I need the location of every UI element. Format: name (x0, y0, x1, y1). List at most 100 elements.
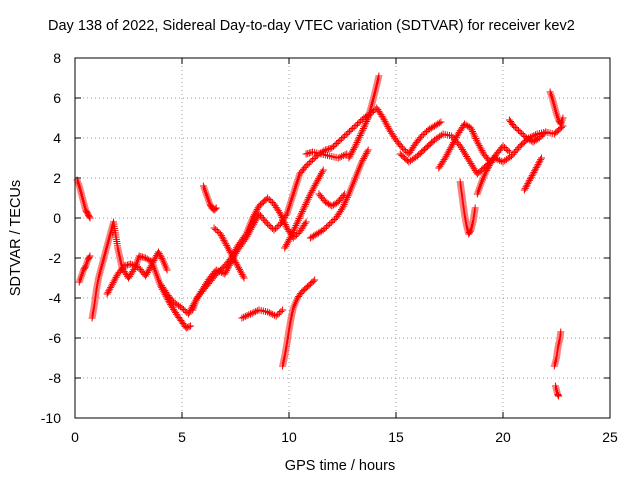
data-point (280, 217, 288, 225)
series-arc-10 (279, 276, 319, 370)
data-point (531, 167, 539, 175)
data-point (239, 272, 247, 280)
data-point (421, 129, 429, 137)
series-arc-22 (546, 88, 567, 128)
data-point (535, 134, 543, 142)
data-point (294, 216, 302, 224)
data-point (290, 225, 298, 233)
data-point (416, 134, 424, 142)
series-arc-23 (550, 328, 565, 370)
data-point (513, 125, 521, 133)
data-point (213, 227, 221, 235)
data-point (293, 220, 301, 228)
data-point (469, 129, 477, 137)
data-point (217, 230, 225, 238)
data-point (295, 215, 303, 222)
data-point (350, 123, 358, 131)
data-point (511, 124, 519, 131)
data-point (363, 116, 371, 124)
data-point (132, 262, 140, 270)
data-point (182, 324, 190, 332)
data-point (130, 262, 138, 270)
data-point (322, 223, 330, 231)
y-tick-label: 0 (53, 210, 61, 226)
series-arc-20 (505, 116, 550, 146)
data-point (272, 225, 280, 232)
y-tick-label: 6 (53, 90, 61, 106)
data-point (252, 308, 260, 316)
data-point (290, 227, 298, 235)
data-point (526, 175, 534, 183)
data-point (306, 192, 314, 200)
data-point (288, 230, 296, 238)
data-point (482, 168, 490, 176)
data-point (294, 218, 302, 226)
data-point (319, 166, 327, 174)
data-point (469, 128, 477, 135)
data-point (527, 173, 535, 181)
data-point (292, 222, 300, 229)
data-point (339, 202, 347, 210)
data-point (240, 274, 248, 282)
data-point (352, 122, 360, 129)
data-point (264, 308, 272, 316)
data-point (472, 135, 480, 142)
data-point (355, 135, 363, 143)
data-point (238, 314, 246, 322)
data-point (265, 309, 273, 317)
data-point (86, 214, 94, 222)
data-point (419, 131, 427, 138)
data-point (278, 214, 286, 221)
data-point (264, 194, 272, 202)
series-arc-9 (238, 306, 287, 322)
data-point (353, 120, 361, 128)
data-point (359, 126, 367, 134)
data-point (557, 328, 565, 336)
data-point (286, 234, 294, 242)
data-point (248, 309, 256, 317)
data-point (309, 277, 317, 285)
data-point (471, 133, 479, 141)
data-point (470, 131, 478, 139)
data-point (522, 183, 530, 191)
data-point (218, 233, 226, 241)
data-point (212, 226, 220, 233)
data-point (340, 201, 348, 208)
data-point (358, 128, 366, 136)
data-point (520, 186, 528, 194)
data-point (303, 197, 311, 205)
data-point (349, 125, 357, 132)
data-point (256, 212, 264, 220)
data-point (532, 131, 540, 139)
series-arc-7 (199, 182, 220, 214)
data-point (339, 192, 347, 200)
data-point (350, 144, 358, 152)
data-point (327, 219, 335, 226)
data-point (302, 201, 310, 208)
data-points (73, 72, 567, 400)
data-point (559, 114, 567, 122)
data-point (298, 208, 306, 215)
data-point (540, 130, 548, 137)
data-point (341, 190, 349, 198)
data-point (245, 311, 253, 319)
data-point (321, 225, 329, 232)
data-point (437, 131, 445, 139)
data-point (328, 144, 336, 152)
data-point (519, 131, 527, 139)
series-arc-19 (473, 154, 498, 198)
data-point (468, 126, 476, 134)
data-point (305, 194, 313, 201)
series-arc-3 (88, 218, 195, 332)
data-point (273, 223, 281, 231)
series-arc-24 (551, 382, 563, 400)
data-point (277, 308, 285, 315)
data-point (265, 196, 273, 203)
data-point (157, 253, 165, 261)
data-point (530, 168, 538, 176)
data-point (538, 154, 546, 162)
data-point (180, 306, 188, 313)
data-point (435, 119, 443, 127)
y-tick-label: 4 (53, 130, 61, 146)
data-point (261, 217, 269, 225)
